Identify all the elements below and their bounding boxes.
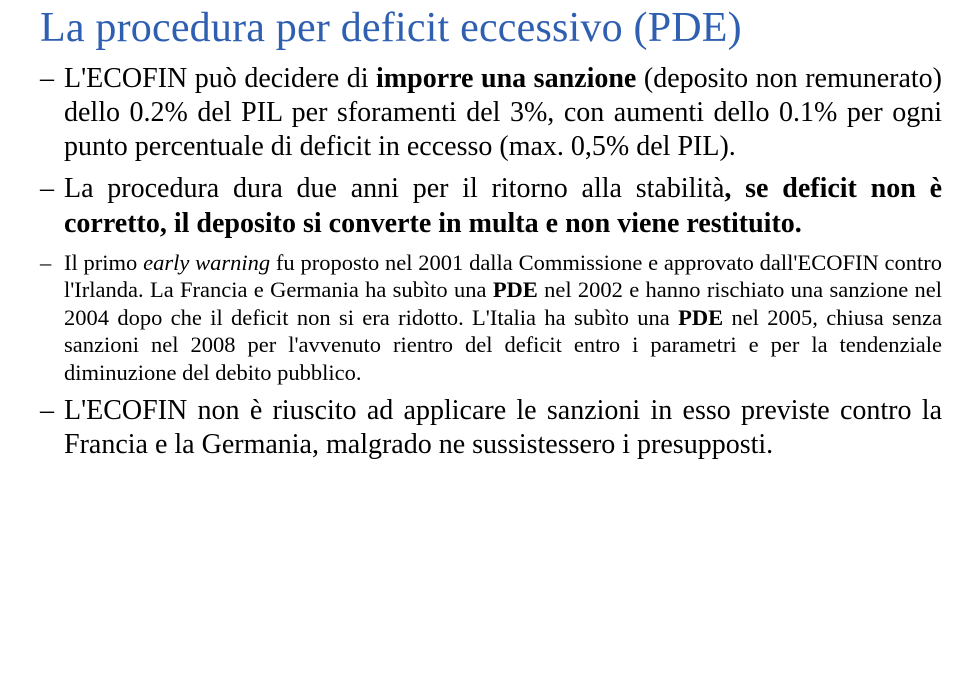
bullet-item: Il primo early warning fu proposto nel 2… xyxy=(40,249,942,386)
slide-page: La procedura per deficit eccessivo (PDE)… xyxy=(0,4,960,462)
text-run: imporre una sanzione xyxy=(376,63,636,94)
text-run: Il primo xyxy=(64,250,143,275)
text-run: restituito. xyxy=(686,208,801,239)
text-run: early warning xyxy=(143,250,270,275)
text-run: L'ECOFIN non è riuscito ad applicare le … xyxy=(64,395,942,460)
bullet-item: L'ECOFIN può decidere di imporre una san… xyxy=(40,62,942,164)
text-run: PDE xyxy=(678,305,723,330)
text-run: La procedura dura due anni per il ritorn… xyxy=(64,173,724,204)
bullet-item: La procedura dura due anni per il ritorn… xyxy=(40,172,942,240)
text-run: L'ECOFIN può decidere di xyxy=(64,63,376,94)
text-run: e non viene xyxy=(539,208,687,239)
bullet-list: L'ECOFIN può decidere di imporre una san… xyxy=(40,62,942,462)
text-run: deposito si converte in multa xyxy=(196,208,538,239)
bullet-item: L'ECOFIN non è riuscito ad applicare le … xyxy=(40,394,942,462)
page-title: La procedura per deficit eccessivo (PDE) xyxy=(40,4,942,52)
text-run: PDE xyxy=(493,277,538,302)
